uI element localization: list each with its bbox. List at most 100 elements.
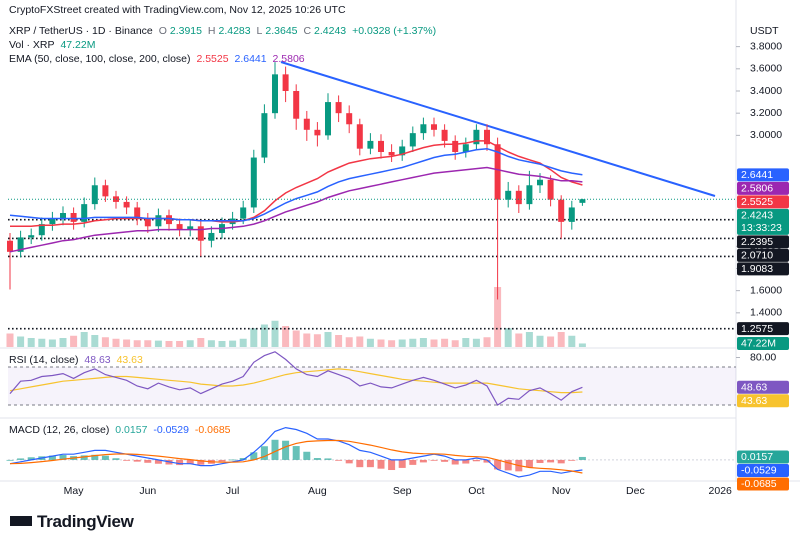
ohlc-key: H [207,25,216,37]
ema-line [9,166,583,253]
histogram-bar [398,459,406,468]
ema-value: 2.5525 [196,53,229,65]
volume-bar [165,341,173,347]
rsi-line [9,368,583,394]
x-tick-label: Jun [139,485,156,497]
histogram-bar [303,451,311,460]
price-badge [737,235,789,249]
candle-body [197,226,204,241]
attribution-text: CryptoFXStreet created with TradingView.… [9,4,346,16]
volume-bar [229,340,237,347]
macd-line [9,439,583,474]
candle-body [537,179,543,186]
logo-icon [10,516,32,526]
volume-bar [536,335,544,347]
histogram-bar [578,456,586,460]
volume-bar [462,338,470,347]
histogram-bar [525,459,533,468]
volume-bar [6,333,14,347]
price-badge [737,463,789,477]
y-tick-label: 80.00 [750,351,776,363]
ohlc-value: 2.3645 [265,25,298,37]
price-badge-label: 0.0157 [741,451,773,463]
volume-bar [101,337,109,347]
volume-bar [144,340,152,347]
candle-body [81,204,88,222]
symbol: XRP / TetherUS · 1D · Binance [9,25,153,37]
candle-body [547,179,554,200]
candle-body [367,140,374,149]
candle-body [494,144,501,200]
candle-body [176,224,183,230]
x-tick-label: May [64,485,85,497]
candle-body [526,185,533,205]
volume-bar [250,328,258,347]
histogram-bar [59,454,67,460]
macd-line [9,426,583,478]
histogram-bar [260,446,268,460]
y-tick-label: 3.4000 [750,85,782,97]
volume-bar [186,340,194,347]
volume-bar [91,335,99,347]
histogram-bar [218,459,226,462]
histogram-bar [324,458,332,460]
histogram-bar [504,459,512,471]
volume-legend: Vol · XRP 47.22M [9,38,98,52]
histogram-bar [80,455,88,460]
candle-body [441,129,448,141]
histogram-bar [472,459,480,462]
ema-title: EMA (50, close, 100, close, 200, close) [9,53,191,65]
x-tick-label: Jul [226,485,239,497]
macd-value: -0.0529 [153,424,189,436]
price-badge-label: 2.5525 [741,196,773,208]
price-badge [737,208,789,235]
price-badge [737,450,789,464]
histogram-bar [154,459,162,464]
volume-bar [441,338,449,347]
candle-body [208,232,215,241]
histogram-bar [441,459,449,462]
candle-body [7,240,13,252]
volume-bar [409,338,417,347]
macd-title: MACD (12, 26, close) [9,424,110,436]
volume-bar [335,335,343,347]
price-badge [737,336,789,350]
rsi-title: RSI (14, close) [9,354,79,366]
volume-bar [207,340,215,347]
histogram-bar [483,459,491,463]
price-badge-label: 2.0710 [741,250,773,262]
volume-bar [494,287,502,347]
histogram-bar [451,459,459,465]
volume-bar [38,338,46,347]
candle-body [409,133,416,147]
histogram-bar [112,458,120,460]
price-badge [737,394,789,408]
price-badge-label: 2.2395 [741,236,773,248]
histogram-bar [229,459,237,461]
histogram-bar [345,459,353,464]
candle-body [49,218,56,225]
x-tick-label: Oct [468,485,484,497]
attribution: CryptoFXStreet created with TradingView.… [9,3,349,17]
histogram-bar [547,459,555,463]
candle-body [17,237,24,252]
x-tick-label: 2026 [709,485,733,497]
price-badge [737,195,789,209]
histogram-bar [250,452,258,460]
volume-bar [48,339,56,347]
candle-body [314,129,321,136]
volume-bar [419,338,427,347]
histogram-bar [133,459,141,462]
volume-title: Vol · XRP [9,39,55,51]
currency-label: USDT [750,25,779,37]
price-badge-label: 2.5806 [741,183,773,195]
candle-body [335,102,342,114]
histogram-bar [335,459,343,461]
volume-bar [557,332,565,347]
y-tick-label: 1.4000 [750,307,782,319]
histogram-bar [239,458,247,460]
trend-line [280,61,716,197]
candle-body [431,124,437,130]
candle-body [272,74,278,114]
